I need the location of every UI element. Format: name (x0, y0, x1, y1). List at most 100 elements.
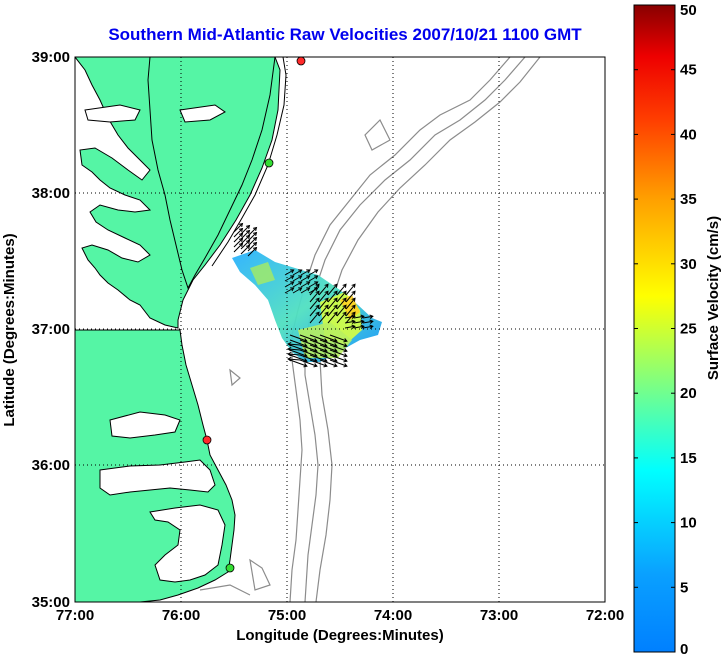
velocity-arrow (287, 351, 301, 357)
map-title: Southern Mid-Atlantic Raw Velocities 200… (108, 25, 582, 44)
velocity-arrow (247, 231, 258, 242)
colorbar-label: Surface Velocity (cm/s) (705, 216, 722, 380)
colorbar-tick-label: 5 (680, 579, 688, 596)
velocity-arrow (344, 314, 356, 319)
velocity-arrow (284, 275, 295, 282)
velocity-arrow (336, 290, 347, 303)
colorbar-tick-label: 35 (680, 191, 697, 208)
velocity-arrow (345, 297, 356, 310)
radar-station-marker (296, 57, 306, 66)
velocity-arrow (309, 297, 320, 310)
land-eastern-shore (147, 57, 276, 290)
velocity-arrow (353, 324, 365, 329)
velocity-arrow (353, 314, 365, 319)
x-tick-label: 74:00 (374, 607, 412, 624)
velocity-arrow (309, 359, 328, 368)
x-axis-ticks: 77:00 76:00 75:00 74:00 73:00 72:00 (56, 607, 624, 624)
colorbar-tick-label: 20 (680, 385, 697, 402)
velocity-arrow (287, 356, 301, 362)
velocity-arrow (240, 239, 251, 250)
y-tick-label: 35:00 (32, 594, 70, 611)
velocity-arrow (292, 287, 303, 294)
velocity-arrow (318, 297, 329, 310)
velocity-arrow (329, 344, 348, 353)
x-tick-label: 77:00 (56, 607, 94, 624)
velocity-arrow (300, 275, 311, 282)
velocity-arrow (233, 242, 244, 253)
x-tick-label: 72:00 (586, 607, 624, 624)
velocity-arrow (329, 339, 348, 348)
velocity-arrow (318, 283, 329, 296)
velocity-arrow (336, 297, 347, 310)
velocity-arrow (362, 324, 374, 329)
colorbar-tick-label: 40 (680, 126, 697, 143)
velocity-arrow (345, 290, 356, 303)
velocity-arrow (287, 346, 301, 352)
velocity-arrow (319, 359, 338, 368)
grid-lines (75, 57, 605, 602)
velocity-arrow (327, 311, 338, 324)
velocity-arrow (284, 287, 295, 294)
velocity-arrow (292, 275, 303, 282)
velocity-arrow (233, 227, 244, 238)
velocity-arrow (362, 314, 374, 319)
velocity-arrow (287, 341, 301, 347)
velocity-arrow (247, 226, 258, 237)
velocity-arrow (309, 304, 320, 317)
velocity-arrow (345, 311, 356, 324)
velocity-arrow (308, 281, 319, 288)
velocity-arrow (318, 290, 329, 303)
velocity-arrow (345, 283, 356, 296)
colorbar-tick-label: 10 (680, 515, 697, 532)
velocity-arrow (336, 311, 347, 324)
velocity-arrow (240, 224, 251, 235)
velocity-arrow (300, 281, 311, 288)
velocity-arrow (233, 222, 244, 233)
colorbar (633, 4, 676, 653)
velocity-arrow (318, 311, 329, 324)
velocity-arrow (292, 281, 303, 288)
velocity-arrow (327, 304, 338, 317)
velocity-arrow (240, 229, 251, 240)
velocity-arrow (300, 269, 311, 276)
x-tick-label: 76:00 (162, 607, 200, 624)
velocity-arrow (336, 304, 347, 317)
colorbar-tick-label: 30 (680, 256, 697, 273)
velocity-arrow (309, 290, 320, 303)
y-axis-ticks: 39:00 38:00 37:00 36:00 35:00 (32, 49, 70, 611)
y-tick-label: 37:00 (32, 321, 70, 338)
colorbar-tick-label: 0 (680, 641, 688, 658)
y-tick-label: 39:00 (32, 49, 70, 66)
velocity-arrow (327, 290, 338, 303)
velocity-arrow (309, 283, 320, 296)
velocity-arrow (329, 349, 348, 358)
velocity-arrow (353, 319, 365, 324)
y-axis-label: Latitude (Degrees:Minutes) (1, 233, 18, 426)
plot-frame (74, 56, 606, 603)
velocity-arrow (327, 283, 338, 296)
velocity-arrow (329, 359, 348, 368)
velocity-arrow (336, 283, 347, 296)
velocity-arrow (299, 359, 318, 368)
velocity-arrow (292, 269, 303, 276)
velocity-arrow (308, 275, 319, 282)
radar-station-marker (202, 435, 212, 445)
velocity-arrow (289, 359, 308, 368)
velocity-arrow (284, 281, 295, 288)
velocity-arrow (362, 319, 374, 324)
radar-station-marker (264, 158, 274, 168)
velocity-arrow (247, 246, 258, 257)
colorbar-tick-label: 25 (680, 321, 697, 338)
velocity-arrow (247, 236, 258, 247)
velocity-arrow (318, 304, 329, 317)
sound-water (99, 459, 216, 496)
velocity-arrow (344, 319, 356, 324)
colorbar-tick-label: 50 (680, 2, 697, 19)
velocity-arrow (327, 297, 338, 310)
velocity-arrow (247, 241, 258, 252)
velocity-arrow (329, 354, 348, 363)
y-tick-label: 38:00 (32, 185, 70, 202)
colorbar-tick-label: 15 (680, 450, 697, 467)
velocity-arrow (240, 244, 251, 255)
velocity-arrow (233, 232, 244, 243)
